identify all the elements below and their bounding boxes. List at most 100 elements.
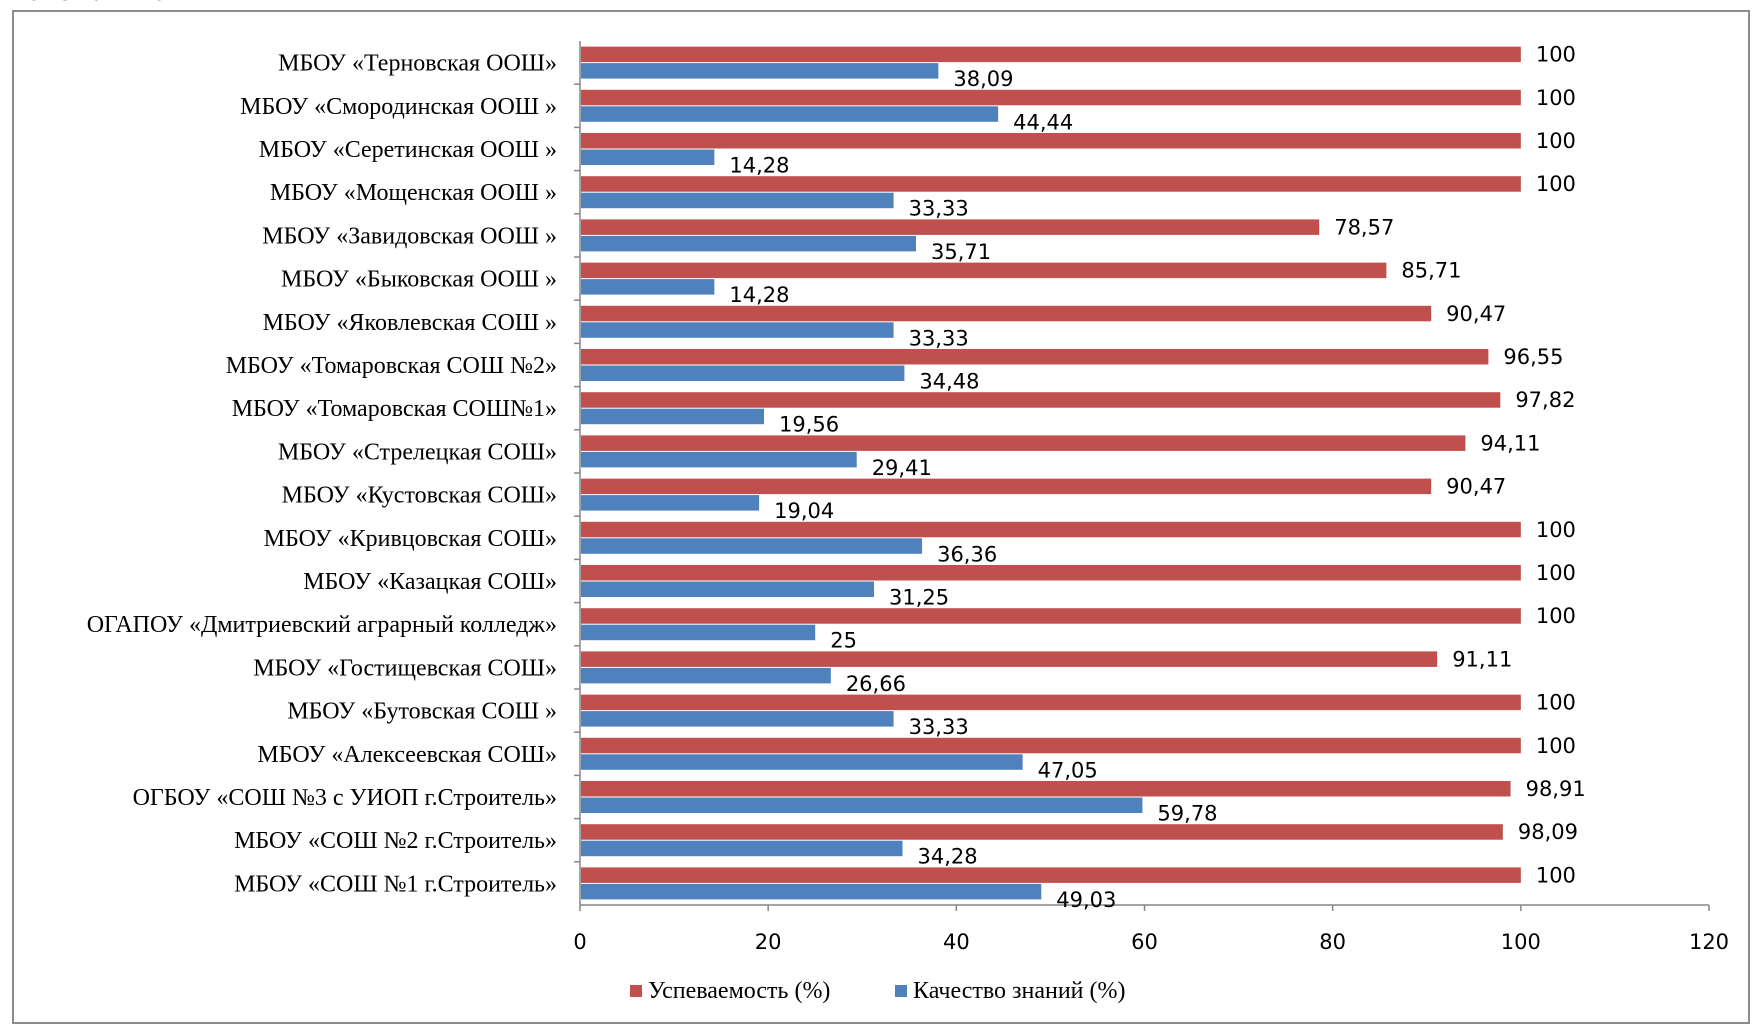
success-value-label: 100 <box>1536 734 1576 758</box>
category-label: МБОУ «Томаровская СОШ№1» <box>232 396 557 422</box>
quality-bar <box>581 63 939 79</box>
success-bar <box>581 867 1521 883</box>
success-bar <box>581 392 1501 408</box>
quality-value-label: 49,03 <box>1056 888 1116 912</box>
success-bar <box>581 305 1432 322</box>
category-label: МБОУ «Алексеевская СОШ» <box>257 742 557 768</box>
success-value-label: 100 <box>1536 43 1576 67</box>
category-label: МБОУ «Мощенская ООШ » <box>270 180 557 206</box>
quality-value-label: 44,44 <box>1013 110 1073 134</box>
quality-bar <box>581 754 1023 770</box>
quality-value-label: 33,33 <box>909 326 969 350</box>
category-label: МБОУ «Быковская ООШ » <box>281 267 557 293</box>
success-value-label: 97,82 <box>1515 388 1575 412</box>
category-label: МБОУ «Кривцовская СОШ» <box>264 526 557 552</box>
success-bar <box>581 262 1387 279</box>
x-tick-label: 120 <box>1689 930 1729 954</box>
success-value-label: 100 <box>1536 561 1576 585</box>
quality-bar <box>581 495 760 511</box>
legend-label-quality: Качество знаний (%) <box>913 978 1126 1004</box>
quality-bar <box>581 538 923 554</box>
quality-value-label: 59,78 <box>1157 802 1217 826</box>
quality-bar <box>581 840 903 857</box>
success-bar <box>581 133 1521 149</box>
category-label: МБОУ «Терновская ООШ» <box>278 51 557 77</box>
quality-bar <box>581 711 894 727</box>
success-bar <box>581 565 1521 581</box>
quality-value-label: 31,25 <box>889 586 949 610</box>
category-label: МБОУ «Бутовская СОШ » <box>287 699 557 725</box>
success-value-label: 98,91 <box>1526 777 1586 801</box>
quality-value-label: 19,56 <box>779 413 839 437</box>
x-tick-label: 0 <box>573 930 586 954</box>
success-value-label: 100 <box>1536 604 1576 628</box>
quality-value-label: 47,05 <box>1038 758 1098 782</box>
category-label: МБОУ «Смородинская ООШ » <box>240 94 557 120</box>
success-bar <box>581 651 1438 667</box>
success-bar <box>581 521 1521 538</box>
success-value-label: 94,11 <box>1480 431 1540 455</box>
quality-bar <box>581 235 916 252</box>
success-bar <box>581 219 1320 235</box>
success-value-label: 100 <box>1536 172 1576 196</box>
quality-bar <box>581 106 999 122</box>
category-label: ОГАПОУ «Дмитриевский аграрный колледж» <box>87 612 557 638</box>
quality-bar <box>581 279 715 295</box>
success-value-label: 78,57 <box>1334 215 1394 239</box>
quality-bar <box>581 322 894 338</box>
quality-bar <box>581 883 1042 900</box>
success-value-label: 96,55 <box>1503 345 1563 369</box>
legend-label-success: Успеваемость (%) <box>648 978 830 1004</box>
quality-value-label: 25 <box>830 629 857 653</box>
success-value-label: 100 <box>1536 129 1576 153</box>
success-bar <box>581 349 1489 365</box>
quality-bar <box>581 149 715 165</box>
success-bar <box>581 89 1521 106</box>
success-value-label: 100 <box>1536 86 1576 110</box>
category-label: МБОУ «Яковлевская СОШ » <box>263 310 557 336</box>
success-value-label: 90,47 <box>1446 302 1506 326</box>
quality-bar <box>581 365 905 381</box>
category-label: МБОУ «Серетинская ООШ » <box>259 137 557 163</box>
quality-value-label: 33,33 <box>909 715 969 739</box>
category-label: МБОУ «Стрелецкая СОШ» <box>278 439 557 465</box>
success-value-label: 100 <box>1536 863 1576 887</box>
success-bar <box>581 737 1521 754</box>
legend-swatch-success <box>630 985 642 997</box>
x-tick-label: 100 <box>1501 930 1541 954</box>
success-value-label: 100 <box>1536 691 1576 715</box>
category-label: МБОУ «Казацкая СОШ» <box>303 569 557 595</box>
quality-value-label: 35,71 <box>931 240 991 264</box>
chart-heading: Математика <box>0 0 169 10</box>
x-tick-label: 40 <box>943 930 970 954</box>
category-label: МБОУ «Томаровская СОШ №2» <box>226 353 557 379</box>
quality-bar <box>581 624 816 641</box>
quality-bar <box>581 408 765 425</box>
quality-value-label: 26,66 <box>846 672 906 696</box>
quality-value-label: 29,41 <box>872 456 932 480</box>
x-tick-label: 20 <box>755 930 782 954</box>
quality-value-label: 34,28 <box>918 845 978 869</box>
success-value-label: 91,11 <box>1452 647 1512 671</box>
success-bar <box>581 694 1521 711</box>
legend-swatch-quality <box>895 985 907 997</box>
quality-value-label: 36,36 <box>937 542 997 566</box>
success-bar <box>581 478 1432 495</box>
success-bar <box>581 435 1466 451</box>
category-label: МБОУ «СОШ №2 г.Строитель» <box>234 828 557 854</box>
success-bar <box>581 824 1503 840</box>
success-value-label: 90,47 <box>1446 475 1506 499</box>
quality-bar <box>581 581 875 597</box>
quality-value-label: 14,28 <box>729 283 789 307</box>
category-label: МБОУ «СОШ №1 г.Строитель» <box>234 871 557 897</box>
category-label: МБОУ «Кустовская СОШ» <box>282 483 557 509</box>
quality-value-label: 34,48 <box>919 370 979 394</box>
success-bar <box>581 608 1521 624</box>
success-bar <box>581 781 1511 797</box>
x-tick-label: 80 <box>1319 930 1346 954</box>
category-label: МБОУ «Гостищевская СОШ» <box>253 655 557 681</box>
success-value-label: 85,71 <box>1401 259 1461 283</box>
quality-value-label: 33,33 <box>909 197 969 221</box>
success-value-label: 100 <box>1536 518 1576 542</box>
